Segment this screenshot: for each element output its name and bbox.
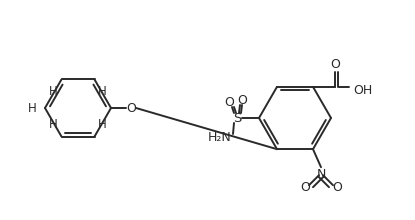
Text: H: H	[49, 85, 58, 98]
Text: H: H	[98, 85, 107, 98]
Text: N: N	[316, 168, 326, 181]
Text: H: H	[98, 118, 107, 131]
Text: O: O	[330, 58, 340, 71]
Text: O: O	[237, 94, 247, 106]
Text: H₂N: H₂N	[207, 130, 231, 143]
Text: S: S	[233, 112, 241, 125]
Text: H: H	[28, 101, 37, 114]
Text: O: O	[332, 181, 342, 194]
Text: O: O	[126, 101, 136, 114]
Text: OH: OH	[353, 84, 372, 97]
Text: O: O	[300, 181, 310, 194]
Text: H: H	[49, 118, 58, 131]
Text: O: O	[224, 95, 234, 108]
